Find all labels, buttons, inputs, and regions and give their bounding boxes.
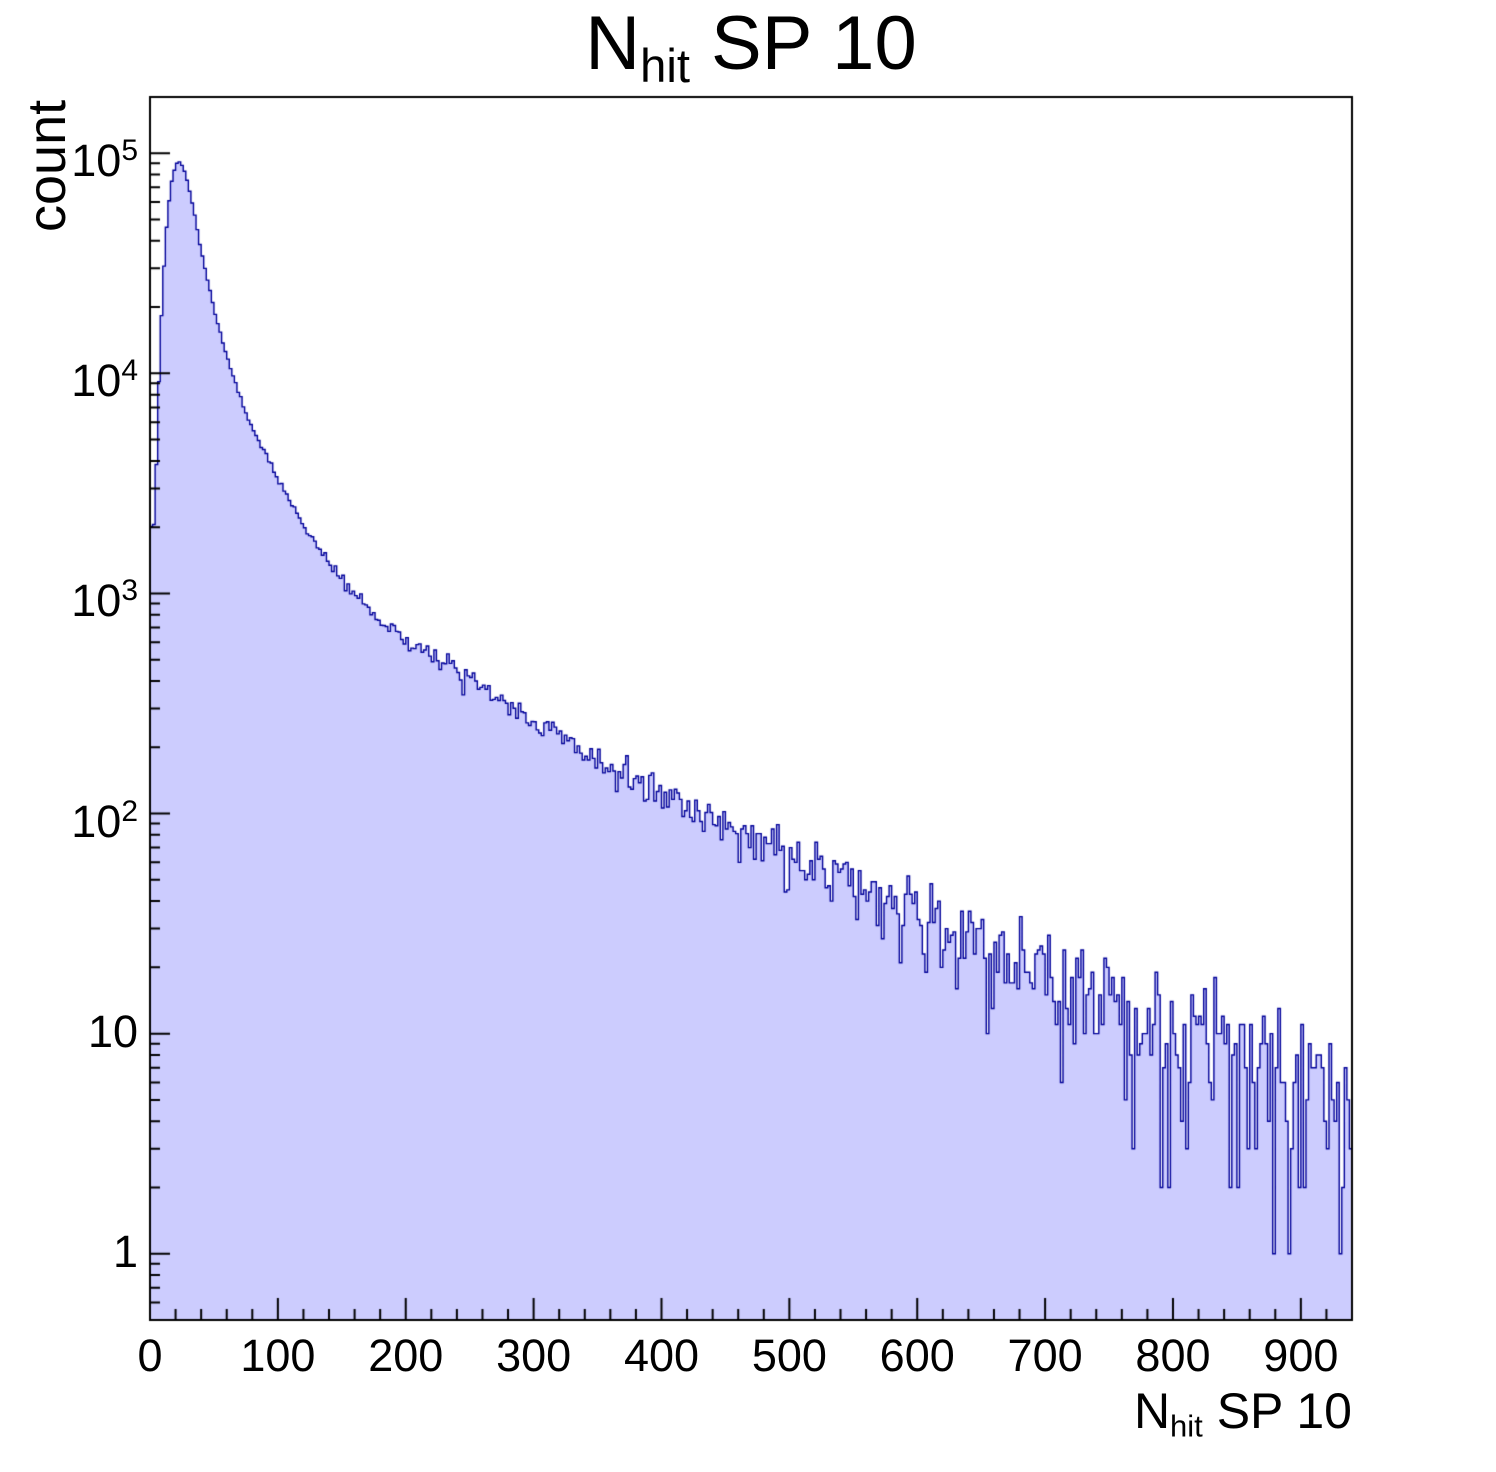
histogram-figure: Nhit SP 10 count Nhit SP 10 0 100 200 300 40… [0,0,1496,1472]
plot-canvas [0,0,1496,1472]
